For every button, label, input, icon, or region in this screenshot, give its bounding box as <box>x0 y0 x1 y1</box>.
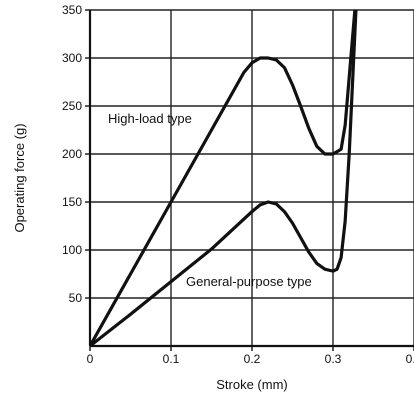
series-line-general-purpose-type <box>90 10 358 346</box>
series-group <box>90 10 358 346</box>
y-tick-label: 350 <box>62 3 82 17</box>
annotation-high-load-type: High-load type <box>108 111 192 126</box>
x-tick-label: 0.1 <box>163 352 180 366</box>
grid <box>90 9 414 346</box>
x-tick-label: 0.2 <box>244 352 261 366</box>
y-axis-label: Operating force (g) <box>12 123 27 232</box>
y-tick-label: 250 <box>62 99 82 113</box>
x-tick-label: 0.3 <box>325 352 342 366</box>
y-tick-label: 150 <box>62 195 82 209</box>
series-line-high-load-type <box>90 10 357 346</box>
x-tick-label: 0.4 <box>406 352 414 366</box>
x-axis-label: Stroke (mm) <box>216 377 288 392</box>
y-tick-label: 50 <box>69 291 83 305</box>
y-tick-label: 100 <box>62 243 82 257</box>
y-tick-label: 200 <box>62 147 82 161</box>
y-tick-label: 300 <box>62 51 82 65</box>
tick-labels: 0 0.1 0.2 0.3 0.4 50 100 150 200 250 300 350 <box>62 3 414 366</box>
x-tick-label: 0 <box>87 352 94 366</box>
axes <box>85 9 414 351</box>
annotation-general-purpose-type: General-purpose type <box>186 274 312 289</box>
